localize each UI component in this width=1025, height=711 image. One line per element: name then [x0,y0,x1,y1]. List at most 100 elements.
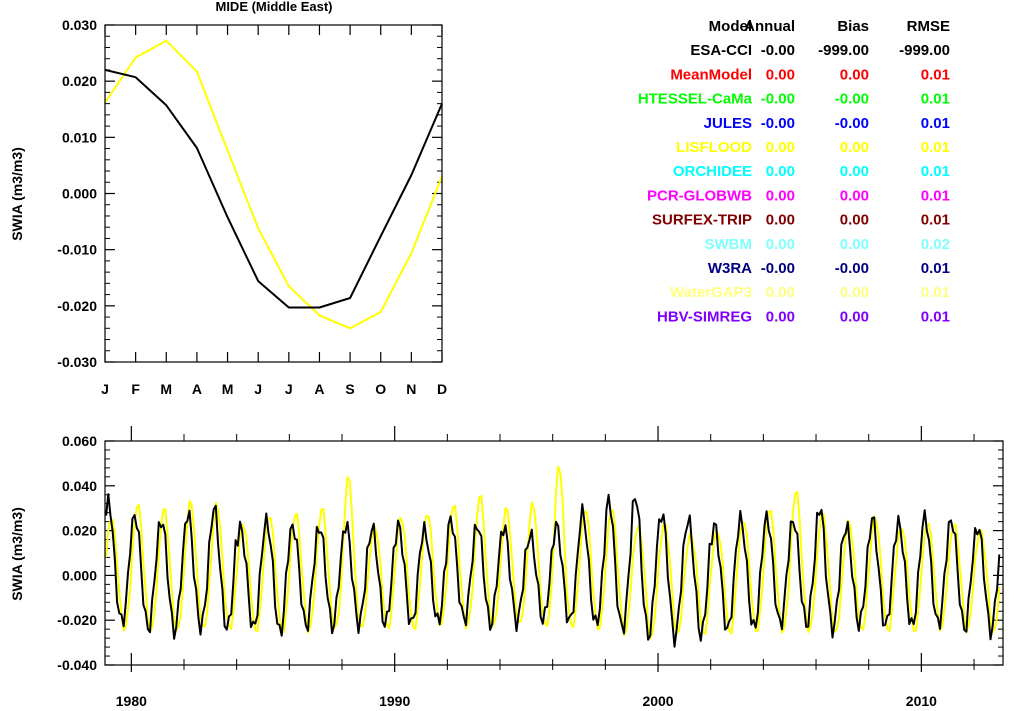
top-y-tick-label: 0.000 [62,186,97,202]
top-x-tick-label: A [192,381,202,397]
top-x-tick-label: J [285,381,293,397]
bottom-y-tick-label: 0.020 [62,523,97,539]
top-x-tick-label: N [406,381,416,397]
top-y-tick-label: 0.010 [62,129,97,145]
table-cell-annual: 0.00 [766,284,795,301]
table-cell-bias: 0.00 [840,236,869,253]
table-cell-bias: 0.00 [840,66,869,83]
table-cell-annual: 0.00 [766,308,795,325]
table-cell-bias: 0.00 [840,212,869,229]
table-cell-bias: 0.00 [840,163,869,180]
table-cell-annual: 0.00 [766,163,795,180]
table-cell-rmse: 0.01 [921,66,950,83]
table-cell-rmse: -999.00 [899,42,950,59]
table-cell-annual: -0.00 [761,91,795,108]
bottom-x-tick-label: 2010 [906,693,937,709]
table-cell-rmse: 0.01 [921,139,950,156]
top-x-tick-label: J [101,381,109,397]
top-axis-ticks [104,24,443,363]
bottom-y-tick-label: -0.020 [57,612,97,628]
table-cell-rmse: 0.01 [921,163,950,180]
table-cell-annual: -0.00 [761,115,795,132]
bottom-x-tick-label: 1980 [116,693,147,709]
table-cell-model: ORCHIDEE [673,163,752,180]
table-cell-bias: 0.00 [840,187,869,204]
table-cell-rmse: 0.01 [921,115,950,132]
table-cell-model: SWBM [705,236,753,253]
table-cell-bias: 0.00 [840,284,869,301]
top-y-tick-label: -0.020 [57,298,97,314]
top-y-axis-label: SWIA (m3/m3) [9,147,25,241]
table-cell-model: ESA-CCI [690,42,752,59]
top-y-tick-label: -0.030 [57,354,97,370]
top-y-tick-labels: 0.030 0.020 0.010 0.000 -0.010 -0.020 -0.030 [57,17,97,370]
bottom-x-tick-label: 2000 [642,693,673,709]
table-cell-model: JULES [704,115,752,132]
table-cell-rmse: 0.01 [921,212,950,229]
top-x-tick-label: A [314,381,324,397]
top-x-tick-label: O [375,381,386,397]
table-header-bias: Bias [837,18,869,35]
table-cell-bias: -999.00 [818,42,869,59]
table-cell-annual: 0.00 [766,212,795,229]
table-cell-bias: -0.00 [835,260,869,277]
bottom-series-lines [105,465,1001,648]
bottom-x-tick-labels: 1980 1990 2000 2010 [116,693,937,709]
table-cell-annual: 0.00 [766,187,795,204]
bottom-plot-frame [104,440,1004,666]
table-cell-annual: 0.00 [766,66,795,83]
top-x-tick-label: J [254,381,262,397]
table-cell-annual: 0.00 [766,139,795,156]
table-header-model: Model [709,18,752,35]
top-x-tick-label: D [437,381,447,397]
table-cell-rmse: 0.01 [921,308,950,325]
bottom-y-tick-label: 0.060 [62,433,97,449]
table-cell-rmse: 0.01 [921,284,950,301]
top-x-tick-label: M [222,381,234,397]
table-cell-bias: -0.00 [835,115,869,132]
table-cell-annual: -0.00 [761,260,795,277]
table-cell-rmse: 0.01 [921,91,950,108]
top-y-tick-label: 0.030 [62,17,97,33]
table-cell-model: MeanModel [670,66,752,83]
top-series-lines [104,39,443,330]
table-cell-model: HBV-SIMREG [657,308,752,325]
timeseries-chart: SWIA (m3/m3) 0.060 0.040 0.020 0.000 -0.020 -… [9,426,1004,709]
table-header-rmse: RMSE [907,18,950,35]
chart-title: MIDE (Middle East) [215,0,332,14]
top-series-line-0 [104,39,443,330]
bottom-y-tick-label: -0.040 [57,657,97,673]
table-cell-model: SURFEX-TRIP [652,212,752,229]
table-cell-model: LISFLOOD [676,139,752,156]
table-cell-model: HTESSEL-CaMa [638,91,753,108]
top-x-tick-label: F [131,381,140,397]
bottom-x-tick-label: 1990 [379,693,410,709]
bottom-series-line-1 [105,493,1001,648]
table-cell-rmse: 0.02 [921,236,950,253]
table-cell-model: W3RA [708,260,752,277]
table-cell-rmse: 0.01 [921,187,950,204]
bottom-y-axis-label: SWIA (m3/m3) [9,507,25,601]
table-cell-rmse: 0.01 [921,260,950,277]
table-cell-model: WaterGAP3 [670,284,752,301]
bottom-y-tick-label: 0.000 [62,567,97,583]
bottom-axis-ticks [105,426,1003,672]
table-cell-bias: 0.00 [840,308,869,325]
seasonal-cycle-chart: MIDE (Middle East) SWIA (m3/m3) 0.0300.0… [9,0,447,397]
table-cell-bias: -0.00 [835,91,869,108]
top-y-tick-label: -0.010 [57,242,97,258]
top-x-tick-label: M [160,381,172,397]
top-y-tick-label: 0.020 [62,73,97,89]
table-header-annual: Annual [744,18,795,35]
top-x-tick-label: S [345,381,354,397]
table-cell-annual: -0.00 [761,42,795,59]
top-series-line-1 [104,68,443,309]
table-cell-bias: 0.00 [840,139,869,156]
top-plot-frame [104,24,443,363]
table-cell-model: PCR-GLOBWB [647,187,752,204]
bottom-y-tick-label: 0.040 [62,478,97,494]
table-cell-annual: 0.00 [766,236,795,253]
